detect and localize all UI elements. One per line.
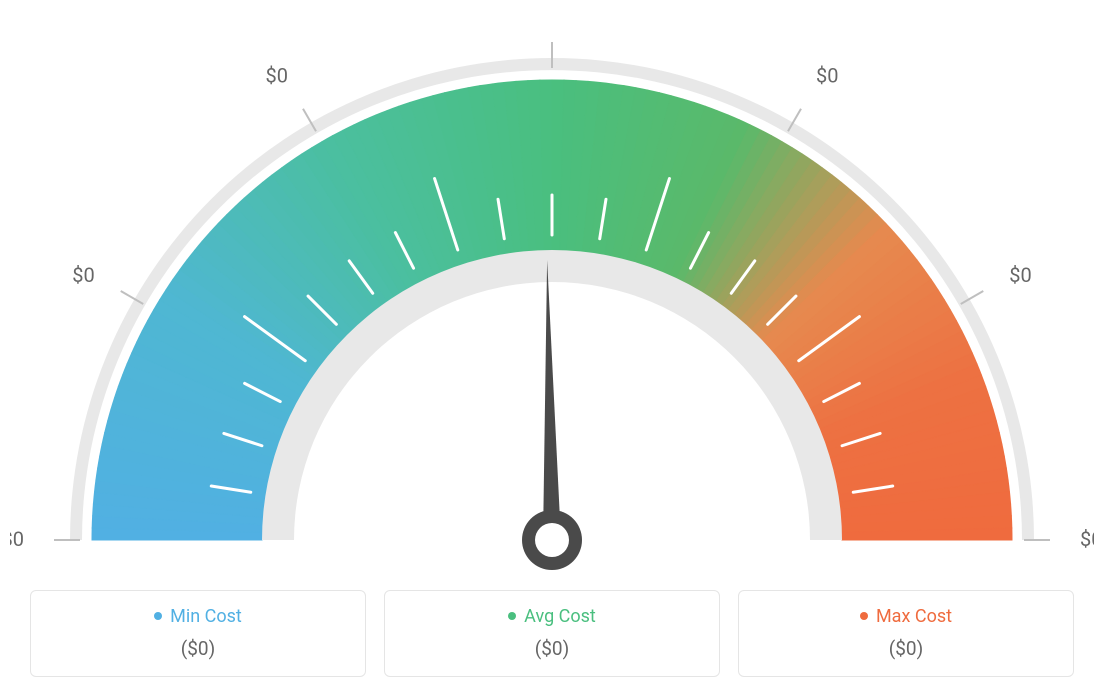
legend-label-max: Max Cost: [860, 606, 952, 627]
legend-label-avg: Avg Cost: [508, 606, 596, 627]
gauge-tick-label: $0: [1080, 527, 1094, 551]
legend-card-avg: Avg Cost ($0): [384, 590, 720, 677]
gauge-tick-label: $0: [816, 64, 838, 88]
legend-label-text: Max Cost: [876, 606, 952, 627]
legend-value-min: ($0): [41, 637, 355, 660]
cost-gauge-container: $0$0$0$0$0$0$0 Min Cost($0)Avg Cost($0)M…: [10, 10, 1094, 677]
legend-dot-icon: [860, 612, 868, 620]
gauge-needle: [543, 260, 561, 540]
legend-card-max: Max Cost ($0): [738, 590, 1074, 677]
legend-dot-icon: [508, 612, 516, 620]
gauge-chart: $0 $0 $0 $0 $0 $0 $0: [10, 10, 1094, 570]
legend-value-max: ($0): [749, 637, 1063, 660]
gauge-tick-label: $0: [1009, 263, 1031, 287]
legend-label-min: Min Cost: [154, 606, 242, 627]
legend-label-text: Min Cost: [170, 606, 242, 627]
legend-dot-icon: [154, 612, 162, 620]
legend-card-min: Min Cost ($0): [30, 590, 366, 677]
legend-row: Min Cost ($0) Avg Cost ($0) Max Cost ($0): [10, 590, 1094, 677]
gauge-tick-label: $0: [541, 10, 563, 11]
gauge-tick-label: $0: [10, 527, 24, 551]
gauge-svg: $0 $0 $0 $0 $0 $0 $0: [10, 10, 1094, 570]
legend-label-text: Avg Cost: [524, 606, 596, 627]
gauge-tick-label: $0: [266, 64, 288, 88]
legend-value-avg: ($0): [395, 637, 709, 660]
gauge-tick-label: $0: [72, 263, 94, 287]
